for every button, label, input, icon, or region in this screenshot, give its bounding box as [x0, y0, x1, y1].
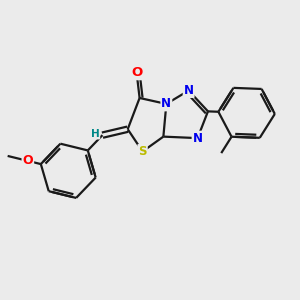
Text: N: N: [193, 132, 202, 145]
Text: N: N: [184, 84, 194, 97]
Text: S: S: [138, 145, 147, 158]
Text: H: H: [91, 129, 99, 139]
Text: N: N: [161, 98, 171, 110]
Text: O: O: [131, 66, 142, 79]
Text: O: O: [22, 154, 33, 167]
